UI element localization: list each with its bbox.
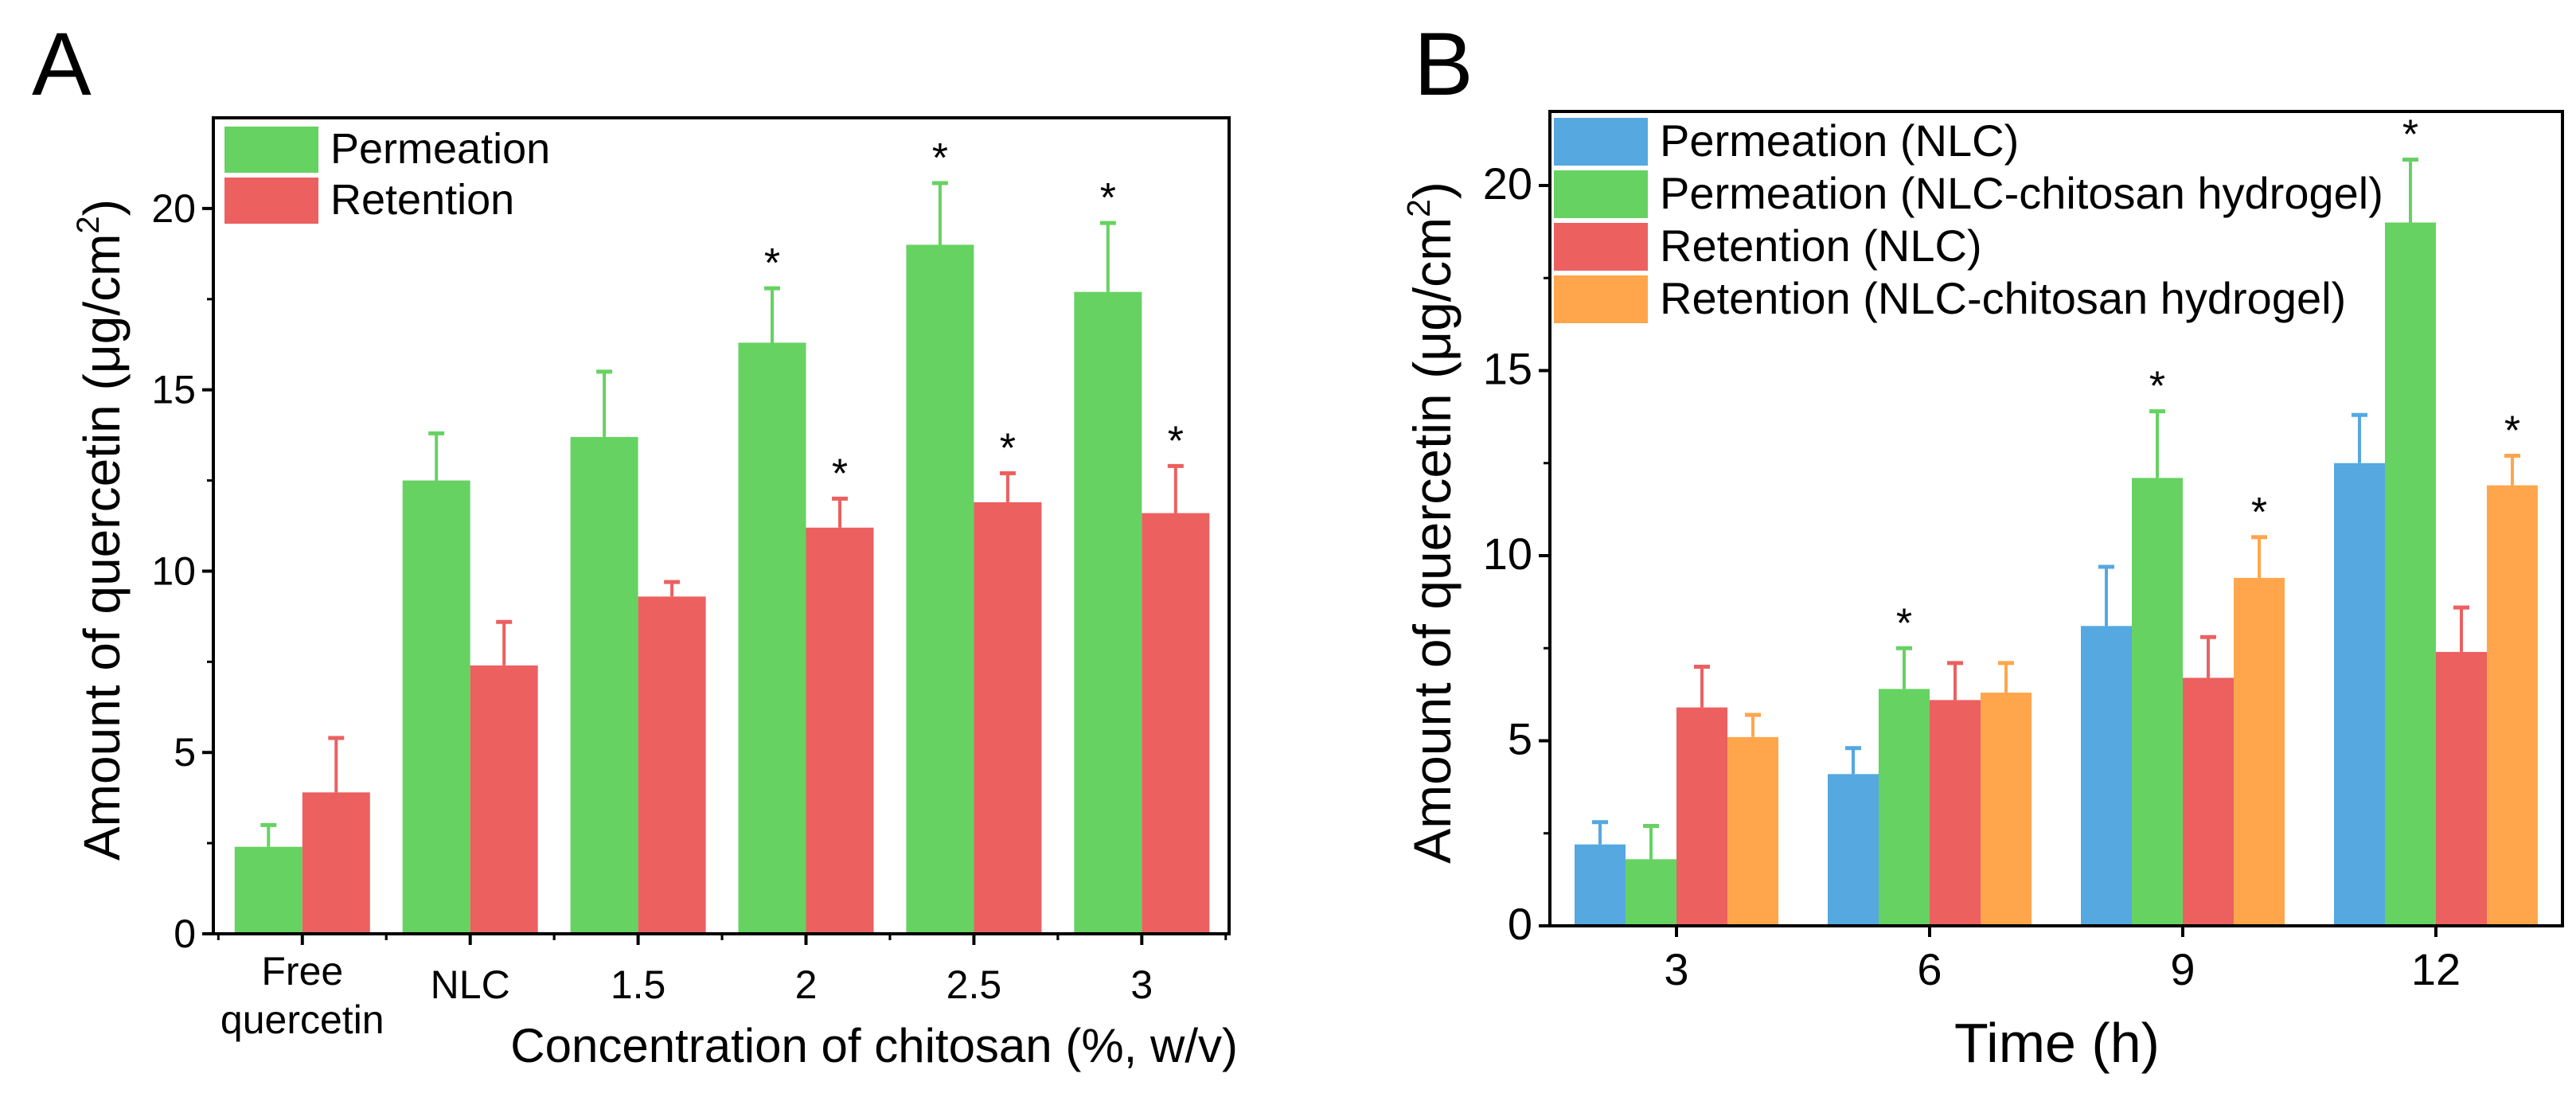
y-tick-label: 10 (1483, 529, 1532, 579)
y-axis-title-end: ) (1403, 182, 1462, 199)
legend-swatch (1554, 223, 1648, 271)
bar (1575, 844, 1626, 926)
bar (2234, 577, 2285, 926)
bar (570, 436, 638, 934)
bar (470, 665, 538, 934)
bar (738, 342, 806, 934)
plot-frame (1548, 110, 2564, 927)
significance-star: * (764, 240, 780, 287)
y-axis-title: Amount of quercetin (μg/cm2) (71, 199, 131, 861)
x-tick-label: quercetin (221, 997, 384, 1042)
y-axis-title-end: ) (73, 199, 131, 216)
bar (1981, 693, 2032, 926)
legend-label: Retention (NLC-chitosan hydrogel) (1660, 273, 2346, 323)
legend-label: Permeation (330, 125, 550, 173)
x-tick-label: 12 (2411, 944, 2461, 994)
x-tick-label: 3 (1664, 944, 1688, 994)
bar (2385, 222, 2436, 926)
y-tick-label: 0 (1508, 899, 1532, 949)
y-axis-title-main: Amount of quercetin (μg/cm (1403, 217, 1462, 864)
x-tick-label: 2 (795, 962, 818, 1007)
legend-swatch (1554, 170, 1648, 218)
legend-label: Permeation (NLC) (1660, 115, 2019, 166)
bar (1828, 774, 1879, 926)
bar (974, 502, 1042, 934)
significance-star: * (2149, 364, 2165, 410)
bar (2334, 463, 2385, 926)
y-axis-title-superscript: 2 (1400, 199, 1437, 217)
significance-star: * (832, 451, 848, 497)
significance-star: * (2251, 490, 2267, 536)
bar (906, 244, 974, 934)
significance-star: * (2504, 408, 2520, 454)
significance-star: * (1896, 600, 1912, 646)
panel-b: B * * * * * 0 5 10 15 20 3 6 9 12 Time (h) Amount of que… (1400, 14, 2564, 1074)
y-tick-label: 5 (174, 730, 196, 775)
bar (302, 792, 370, 934)
y-tick-label: 20 (1483, 158, 1532, 209)
bar (1676, 707, 1727, 926)
y-tick-label: 5 (1508, 714, 1532, 764)
bar (638, 596, 706, 934)
x-tick-label: 2.5 (946, 962, 1002, 1007)
bar (234, 846, 302, 934)
panel-label: A (32, 14, 92, 114)
x-axis-title: Time (h) (1954, 1012, 2160, 1074)
significance-star: * (1000, 425, 1016, 471)
bar (2487, 485, 2538, 926)
legend-swatch (1554, 118, 1648, 166)
x-tick-label: Free (261, 949, 343, 994)
legend-swatch (1554, 275, 1648, 323)
y-axis-title-main: Amount of quercetin (μg/cm (73, 234, 131, 861)
y-axis-title: Amount of quercetin (μg/cm2) (1400, 182, 1462, 864)
legend-label: Retention (NLC) (1660, 221, 1982, 271)
bar (1879, 689, 1930, 926)
bar (1727, 736, 1778, 926)
bar (1142, 513, 1210, 934)
legend-label: Retention (330, 176, 514, 224)
bar (806, 527, 874, 934)
bar (2081, 626, 2132, 926)
x-tick-label: 9 (2170, 944, 2195, 994)
significance-star: * (2402, 111, 2418, 158)
x-tick-label: 3 (1130, 962, 1153, 1007)
bar (1074, 291, 1142, 935)
legend-swatch (224, 127, 318, 173)
y-tick-label: 10 (151, 548, 196, 593)
significance-star: * (1100, 175, 1116, 221)
significance-star: * (932, 135, 948, 182)
y-axis-title-superscript: 2 (71, 216, 106, 233)
panel-label: B (1414, 14, 1473, 114)
y-tick-label: 20 (151, 186, 196, 231)
bar (1626, 859, 1676, 926)
x-tick-label: 1.5 (611, 962, 666, 1007)
x-axis-title: Concentration of chitosan (%, w/v) (510, 1019, 1238, 1072)
significance-star: * (1168, 418, 1184, 464)
x-tick-label: 6 (1917, 944, 1942, 994)
bar (402, 480, 470, 934)
bar (2436, 651, 2487, 926)
legend-swatch (224, 178, 318, 224)
bar (2132, 478, 2183, 926)
y-tick-label: 15 (151, 368, 196, 412)
bar (2183, 677, 2234, 926)
y-tick-label: 15 (1483, 344, 1532, 394)
x-tick-label: NLC (431, 962, 510, 1007)
legend-label: Permeation (NLC-chitosan hydrogel) (1660, 168, 2383, 218)
y-tick-label: 0 (174, 912, 196, 956)
bar (1930, 700, 1981, 926)
